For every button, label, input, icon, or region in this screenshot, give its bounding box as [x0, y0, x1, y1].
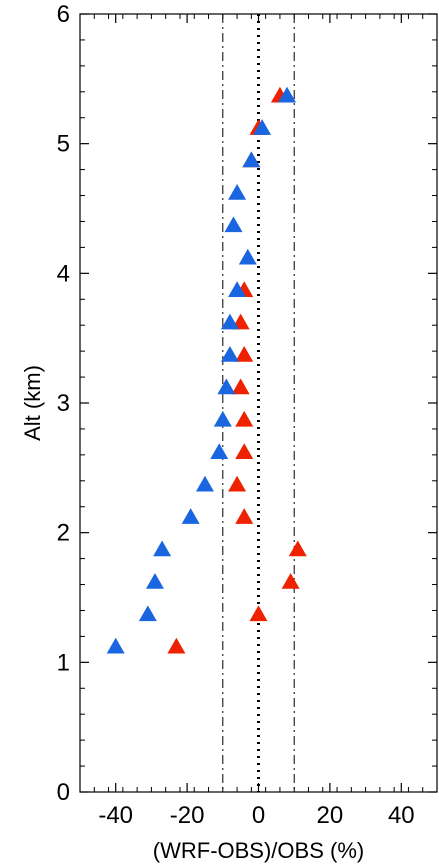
red-triangle-point [235, 410, 254, 427]
blue-triangle-point [253, 119, 272, 135]
y-tick-label: 4 [57, 260, 70, 287]
blue-triangle-point [228, 281, 247, 297]
blue-triangle-point [145, 572, 164, 589]
y-tick-label: 0 [57, 779, 70, 806]
blue-triangle-point [210, 443, 229, 460]
x-tick-label: 20 [317, 802, 344, 829]
red-triangle-point [288, 540, 307, 557]
data-points [106, 86, 307, 654]
y-tick-label: 6 [57, 1, 70, 28]
blue-triangle-point [220, 313, 239, 330]
red-triangle-point [235, 508, 254, 524]
tick-labels: -40 -20 0 20 40 0 1 2 3 4 5 6 [57, 1, 415, 829]
red-triangle-point [235, 346, 254, 362]
y-tick-label: 1 [57, 649, 70, 676]
x-axis-label: (WRF-OBS)/OBS (%) [153, 838, 364, 863]
blue-triangle-point [220, 346, 239, 362]
red-triangle-point [235, 443, 254, 460]
red-triangle-point [249, 605, 268, 622]
red-triangle-point [231, 378, 250, 395]
blue-triangle-point [195, 475, 214, 492]
axis-ticks [79, 13, 438, 793]
blue-triangle-point [153, 540, 172, 557]
y-tick-label: 3 [57, 390, 70, 417]
blue-triangle-point [217, 378, 236, 395]
red-triangle-point [167, 637, 186, 654]
blue-triangle-point [278, 86, 297, 103]
blue-triangle-point [181, 508, 200, 524]
y-tick-label: 5 [57, 131, 70, 158]
blue-triangle-point [238, 248, 257, 265]
reference-lines [222, 14, 295, 792]
y-axis-label: Alt (km) [20, 365, 45, 441]
blue-triangle-point [224, 216, 243, 233]
x-tick-label: -40 [98, 802, 133, 829]
blue-triangle-point [138, 605, 157, 622]
blue-triangle-point [213, 410, 232, 427]
red-triangle-point [228, 475, 247, 492]
blue-triangle-point [106, 637, 125, 654]
x-tick-label: -20 [170, 802, 205, 829]
x-tick-label: 0 [252, 802, 265, 829]
red-triangle-point [281, 572, 300, 589]
blue-triangle-point [242, 151, 261, 168]
y-tick-label: 2 [57, 520, 70, 547]
x-tick-label: 40 [388, 802, 415, 829]
blue-triangle-point [228, 183, 247, 200]
